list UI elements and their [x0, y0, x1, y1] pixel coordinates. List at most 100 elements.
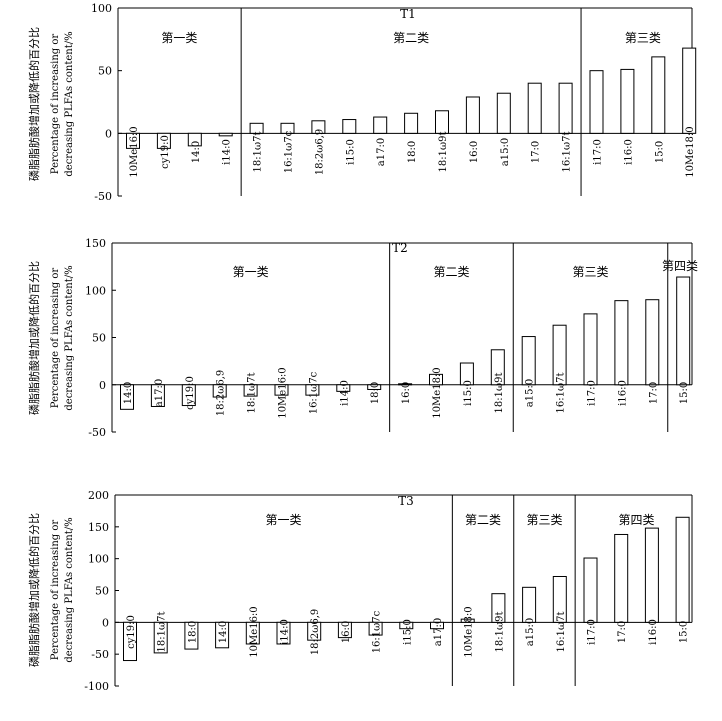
bar	[126, 132, 140, 149]
x-tick-label: a15:0	[525, 618, 536, 646]
bar	[435, 110, 449, 134]
bar	[311, 120, 326, 134]
group-label: 第一类	[265, 513, 301, 527]
x-tick-label: a15:0	[500, 138, 511, 166]
bar	[558, 82, 573, 134]
x-tick-label: a17:0	[433, 618, 444, 646]
x-tick-label: cy19:0	[160, 135, 171, 169]
x-tick-label: i15:0	[402, 619, 413, 645]
x-tick-label: 18:2ω6,9	[216, 370, 227, 417]
bar	[589, 70, 604, 134]
bar	[245, 621, 260, 645]
y-axis-label-cn: 磷脂脂肪酸增加或降低的百分比	[27, 261, 41, 415]
bar	[496, 92, 511, 134]
bar	[150, 384, 165, 407]
y-axis-label-en-2: decreasing PLFAs content/%	[64, 517, 75, 662]
x-tick-label: 15:0	[679, 382, 690, 404]
bar	[368, 621, 383, 636]
chart-title: T1	[400, 7, 416, 21]
bar	[120, 384, 134, 410]
bar	[651, 56, 666, 134]
x-tick-label: 18:2ω6,9	[310, 609, 321, 656]
x-tick-label: 14:0	[218, 621, 229, 643]
x-tick-label: 16:1ω7t	[556, 612, 567, 653]
x-tick-label: 17:0	[648, 382, 659, 404]
x-tick-label: 10Me16:0	[129, 126, 140, 177]
x-tick-label: 15:0	[654, 141, 665, 163]
bar	[429, 373, 443, 386]
bar	[184, 621, 199, 650]
bar	[367, 384, 382, 390]
x-tick-label: i15:0	[463, 380, 474, 406]
y-axis-label-en-1: Percentage of increasing or	[50, 520, 61, 661]
bar	[153, 621, 168, 654]
bar	[645, 299, 660, 386]
y-tick-label: -50	[91, 648, 109, 661]
bar	[181, 384, 196, 407]
bar	[465, 96, 480, 134]
group-label: 第三类	[625, 31, 661, 45]
x-tick-label: i17:0	[587, 380, 598, 406]
bar	[276, 621, 291, 645]
x-tick-label: 15:0	[679, 621, 690, 643]
group-label: 第一类	[233, 265, 269, 279]
bar	[459, 362, 474, 386]
x-tick-label: i14:0	[280, 619, 291, 645]
x-tick-label: 16:1ω7t	[562, 132, 573, 173]
group-label: 第一类	[161, 31, 197, 45]
bar	[552, 575, 567, 623]
x-tick-label: a17:0	[154, 379, 165, 407]
bar	[218, 132, 233, 137]
x-tick-label: i17:0	[593, 139, 604, 165]
x-tick-label: i14:0	[222, 139, 233, 165]
bar	[280, 122, 295, 134]
x-tick-label: 18:0	[370, 382, 381, 404]
bar	[215, 621, 230, 649]
chart-panel-t2: 150 100 50 0 -50 磷脂脂肪酸增加或降低的百分比 Percentage of …	[27, 237, 698, 439]
bar	[620, 68, 635, 134]
bar	[342, 119, 357, 134]
y-axis-label-en-2: decreasing PLFAs content/%	[64, 265, 75, 410]
bar	[187, 132, 202, 147]
bar	[249, 122, 264, 134]
x-tick-label: 16:0	[401, 382, 412, 404]
x-tick-label: a17:0	[376, 138, 387, 166]
y-tick-label: 0	[102, 616, 109, 629]
x-tick-label: 10Me18:0	[685, 126, 696, 177]
x-tick-label: 16:1ω7c	[308, 371, 319, 414]
x-tick-label: 18:1ω9t	[494, 612, 505, 653]
bar	[307, 621, 322, 641]
y-tick-label: 150	[88, 521, 109, 534]
group-label: 第二类	[433, 265, 469, 279]
x-tick-label: 10Me16:0	[278, 367, 289, 418]
bar	[337, 621, 352, 639]
x-tick-label: 10Me18:0	[432, 367, 443, 418]
bar	[522, 586, 537, 623]
x-tick-label: i14:0	[339, 380, 350, 406]
y-tick-label: 0	[105, 127, 112, 140]
y-tick-label: 100	[88, 553, 109, 566]
bar	[123, 621, 137, 662]
y-axis-label-en-1: Percentage of increasing or	[50, 268, 61, 409]
x-tick-label: 14:0	[123, 382, 134, 404]
y-tick-label: -50	[88, 426, 106, 439]
x-tick-label: 18:2ω6,9	[314, 129, 325, 176]
x-tick-label: 16:1ω7c	[284, 130, 295, 173]
x-tick-label: a15:0	[525, 379, 536, 407]
y-axis-label-cn: 磷脂脂肪酸增加或降低的百分比	[27, 513, 41, 667]
y-tick-label: -50	[94, 190, 112, 203]
group-label: 第三类	[526, 513, 562, 527]
bar	[583, 313, 598, 386]
x-tick-label: 16:0	[341, 621, 352, 643]
x-tick-label: cy19:0	[185, 376, 196, 410]
bar	[398, 383, 413, 386]
chart-title: T2	[392, 241, 408, 255]
x-tick-label: 16:1ω7t	[556, 373, 567, 414]
bar	[521, 336, 536, 386]
bar	[404, 112, 419, 134]
x-tick-label: 18:1ω9t	[438, 132, 449, 173]
bar	[491, 593, 506, 623]
bar	[305, 384, 320, 396]
bar	[212, 384, 227, 398]
y-tick-label: 100	[91, 2, 112, 15]
